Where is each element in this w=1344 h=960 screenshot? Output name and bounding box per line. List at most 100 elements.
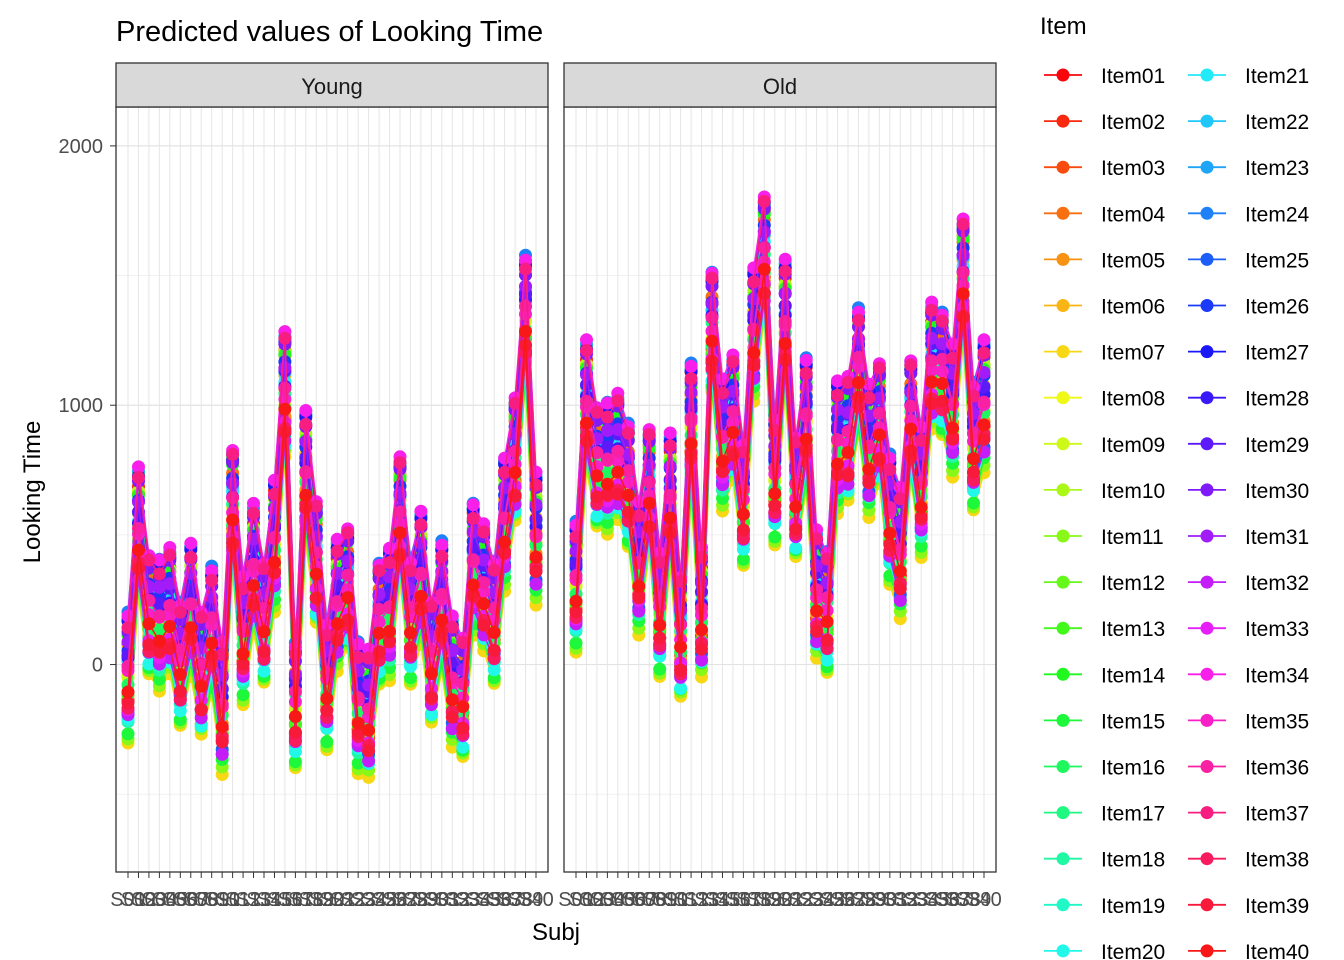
data-point: [320, 704, 334, 717]
series-item40: [121, 325, 543, 737]
legend-point-key: [1056, 483, 1070, 497]
data-point: [257, 625, 271, 639]
data-point: [914, 420, 928, 434]
data-point: [508, 396, 522, 410]
legend-item-item38: Item38: [1188, 849, 1309, 872]
data-point: [205, 636, 219, 650]
data-point: [519, 299, 532, 313]
x-tick-label: S31: [872, 889, 908, 911]
legend-item-item12: Item12: [1044, 572, 1165, 595]
legend-label: Item01: [1101, 65, 1165, 88]
legend-point-key: [1200, 898, 1214, 912]
data-point: [278, 361, 292, 375]
data-point: [299, 417, 313, 431]
x-tick-label: S29: [403, 889, 439, 911]
legend-point-key: [1056, 806, 1070, 820]
legend-point-key: [1200, 760, 1214, 773]
legend-label: Item32: [1245, 572, 1309, 595]
legend-item-item02: Item02: [1044, 111, 1165, 134]
data-point: [946, 351, 960, 365]
data-point: [590, 405, 604, 419]
data-point: [883, 463, 897, 476]
legend-item-item05: Item05: [1044, 249, 1165, 272]
data-point: [580, 394, 593, 408]
data-point: [121, 727, 135, 741]
legend-item-item08: Item08: [1044, 388, 1165, 411]
data-point: [226, 536, 240, 550]
legend-item-item11: Item11: [1044, 526, 1164, 549]
x-tick-label: S11: [664, 889, 698, 911]
data-point: [362, 723, 376, 737]
legend-item-item07: Item07: [1044, 342, 1165, 365]
data-point: [529, 550, 543, 564]
legend-point-key: [1200, 160, 1214, 174]
data-point: [477, 576, 491, 590]
data-point: [778, 286, 792, 300]
data-point: [456, 636, 470, 649]
data-point: [456, 740, 470, 754]
data-point: [477, 597, 491, 611]
legend-label: Item31: [1245, 526, 1309, 549]
legend-point-key: [1200, 68, 1214, 82]
panel-old: OldS01S02S03S04S05S06S07S08S09S10S11S12S…: [558, 62, 1002, 911]
data-point: [152, 634, 166, 648]
data-point: [519, 262, 532, 276]
data-point: [362, 744, 376, 758]
data-point: [716, 386, 729, 400]
legend-item-item24: Item24: [1188, 203, 1310, 226]
data-point: [519, 325, 532, 338]
x-tick-label: S02: [569, 889, 605, 911]
x-tick-label: S31: [424, 889, 460, 911]
data-point: [414, 589, 428, 603]
data-point: [487, 643, 501, 657]
data-point: [341, 554, 355, 568]
data-point: [215, 735, 229, 749]
data-point: [487, 626, 501, 639]
x-tick-label: S25: [361, 889, 397, 911]
data-point: [529, 565, 543, 578]
data-point: [257, 562, 271, 576]
data-point: [152, 553, 166, 567]
legend-label: Item13: [1101, 618, 1165, 641]
data-point: [642, 496, 656, 510]
x-tick-label: S15: [257, 889, 293, 911]
data-point: [341, 526, 355, 540]
data-point: [789, 541, 803, 555]
series-line: [575, 269, 985, 648]
data-point: [404, 671, 417, 685]
data-point: [653, 555, 667, 569]
data-point: [799, 432, 813, 446]
series-item39: [569, 286, 991, 677]
x-tick-label: S33: [445, 889, 481, 911]
data-point: [747, 261, 761, 275]
x-tick-label: S37: [487, 889, 523, 911]
legend-item-item04: Item04: [1044, 203, 1166, 226]
data-point: [393, 549, 407, 563]
data-point: [757, 194, 771, 208]
x-tick-label: S24: [351, 889, 387, 911]
data-point: [205, 564, 219, 578]
data-point: [142, 617, 156, 631]
data-point: [590, 469, 604, 483]
legend-item-item33: Item33: [1188, 618, 1309, 641]
y-axis-title: Looking Time: [19, 421, 46, 564]
legend-label: Item21: [1245, 65, 1309, 88]
legend-label: Item06: [1101, 296, 1165, 319]
data-point: [904, 358, 918, 372]
data-point: [351, 650, 365, 664]
chart-title: Predicted values of Looking Time: [116, 16, 543, 48]
data-point: [883, 451, 897, 465]
data-point: [372, 615, 386, 629]
legend-label: Item40: [1245, 941, 1309, 960]
legend-point-key: [1200, 852, 1214, 866]
series-item36: [569, 241, 991, 632]
data-point: [477, 525, 491, 539]
data-point: [445, 609, 459, 623]
data-point: [152, 623, 166, 636]
series-item40: [569, 262, 991, 654]
series-line: [575, 293, 985, 671]
data-point: [935, 314, 949, 328]
legend-item-item01: Item01: [1044, 65, 1165, 88]
data-point: [663, 526, 677, 540]
x-tick-label: S10: [204, 889, 240, 911]
